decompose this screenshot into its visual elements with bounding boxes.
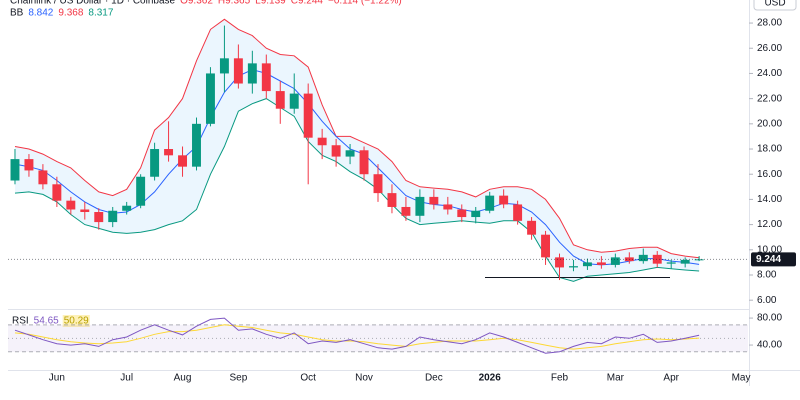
candle-body	[178, 155, 187, 167]
candle-body	[680, 259, 690, 264]
candle-body	[555, 257, 564, 268]
bb-legend-value: 8.317	[88, 8, 113, 19]
candle-body	[150, 149, 160, 177]
candle-body	[429, 196, 439, 205]
bollinger-upper	[14, 18, 700, 259]
x-tick-label: Mar	[607, 373, 625, 384]
candle-body	[694, 259, 704, 261]
candle-body	[541, 234, 551, 258]
bb-legend-name: BB	[10, 8, 24, 19]
candle-body	[247, 63, 257, 84]
candle-body	[582, 262, 592, 267]
candle-body	[80, 209, 90, 213]
y-tick-label: 6.00	[757, 295, 777, 306]
last-price-label: 9.244	[756, 254, 781, 265]
y-tick-label: 10.00	[757, 244, 782, 255]
x-tick-label: Feb	[551, 373, 569, 384]
candle-body	[471, 210, 481, 218]
candle-body	[275, 91, 285, 109]
candle-body	[261, 63, 271, 92]
candle-body	[219, 58, 229, 74]
candle-body	[205, 73, 215, 124]
x-tick-label: Jun	[49, 373, 65, 384]
x-tick-label: May	[732, 373, 751, 384]
x-tick-label: Aug	[174, 373, 192, 384]
candle-body	[373, 174, 383, 194]
x-tick-label: Sep	[229, 373, 247, 384]
candle-body	[24, 159, 34, 171]
candle-body	[331, 145, 341, 157]
candle-body	[164, 149, 174, 156]
candle-body	[94, 212, 104, 223]
x-tick-label: Jul	[120, 373, 133, 384]
rsi-legend-name: RSI	[12, 316, 29, 327]
y-tick-label: 24.00	[757, 68, 782, 79]
candle-body	[401, 206, 411, 216]
ohlc-value: −0.114 (−1.22%)	[328, 0, 402, 7]
candle-body	[108, 210, 118, 223]
currency-label[interactable]: USD	[764, 0, 785, 9]
candle-body	[10, 159, 20, 181]
ohlc-value: H9.365	[218, 0, 251, 7]
x-tick-label: 2026	[479, 373, 502, 384]
candle-body	[303, 93, 313, 138]
candle-body	[666, 262, 676, 264]
x-tick-label: Dec	[425, 373, 443, 384]
ohlc-value: L9.139	[255, 0, 286, 7]
y-tick-label: 8.00	[757, 270, 777, 281]
ohlc-value: C9.244	[291, 0, 324, 7]
rsi-line	[14, 317, 700, 354]
y-tick-label: 80.00	[757, 313, 782, 324]
symbol-title: Chainlink / US Dollar · 1D · Coinbase	[10, 0, 176, 7]
x-tick-label: Apr	[663, 373, 679, 384]
candle-body	[122, 205, 132, 211]
candle-body	[499, 195, 509, 205]
candle-body	[192, 123, 201, 167]
ohlc-value: O9.362	[180, 0, 213, 7]
x-tick-label: Oct	[300, 373, 316, 384]
y-tick-label: 18.00	[757, 144, 782, 155]
y-tick-label: 40.00	[757, 340, 782, 351]
candle-body	[652, 254, 662, 264]
candle-body	[66, 200, 76, 210]
y-tick-label: 22.00	[757, 93, 782, 104]
currency-button[interactable]	[753, 0, 797, 11]
candle-body	[610, 257, 620, 265]
rsi-legend-value: 54.65	[34, 316, 59, 327]
candle-body	[415, 196, 425, 216]
candle-body	[52, 184, 62, 201]
candle-body	[443, 204, 453, 210]
candle-body	[596, 262, 606, 265]
bb-legend-value: 9.368	[58, 8, 83, 19]
candle-body	[457, 209, 467, 218]
y-tick-label: 16.00	[757, 169, 782, 180]
candle-body	[387, 193, 397, 207]
y-tick-label: 28.00	[757, 18, 782, 29]
x-tick-label: Nov	[355, 373, 373, 384]
candle-body	[38, 170, 48, 185]
candle-body	[136, 176, 146, 206]
y-tick-label: 14.00	[757, 194, 782, 205]
candle-body	[638, 254, 648, 262]
last-price-box	[751, 252, 796, 267]
y-tick-label: 26.00	[757, 43, 782, 54]
bb-legend-value: 8.842	[28, 8, 53, 19]
candle-body	[527, 220, 537, 235]
y-tick-label: 12.00	[757, 219, 782, 230]
band-fill	[14, 19, 700, 282]
candle-body	[513, 204, 523, 221]
candle-body	[485, 195, 495, 211]
header: Chainlink / US Dollar · 1D · Coinbase O9.…	[10, 0, 402, 327]
y-tick-label: 20.00	[757, 118, 782, 129]
rsi-legend-value: 50.29	[64, 316, 89, 327]
rsi-legend-value-bg	[62, 315, 90, 327]
candle-body	[569, 266, 578, 268]
candle-body	[233, 58, 243, 84]
candle-body	[289, 93, 299, 109]
candle-body	[345, 150, 355, 157]
candle-body	[317, 137, 327, 146]
candle-body	[359, 150, 369, 175]
